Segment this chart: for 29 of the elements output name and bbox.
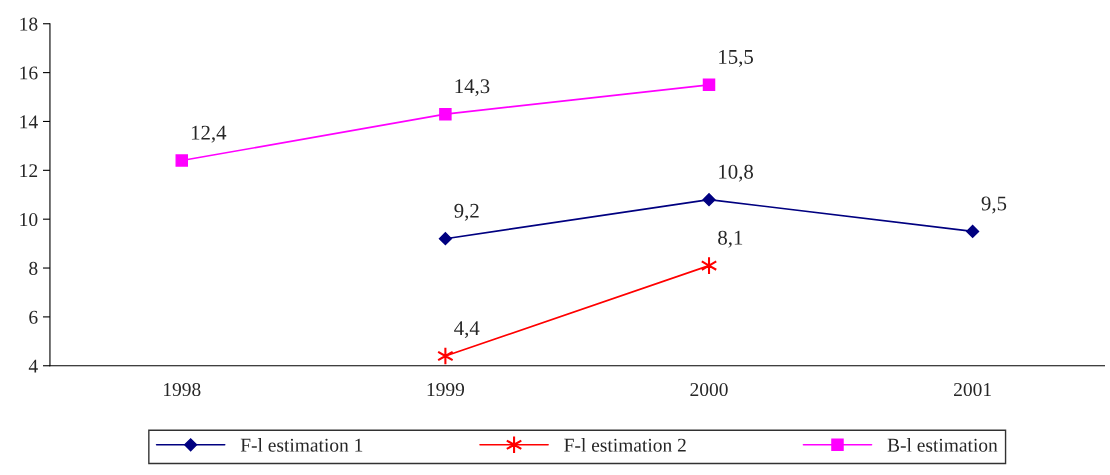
point (438, 232, 452, 246)
point (702, 78, 716, 92)
point (702, 193, 716, 207)
x-tick-label: 1999 (427, 383, 465, 397)
data-label: 14,3 (455, 79, 490, 97)
data-label: 8,1 (718, 230, 743, 248)
legend-label: F-l estimation 2 (564, 438, 686, 452)
x-tick-label: 2001 (954, 382, 991, 397)
y-tick-label: 14 (20, 115, 38, 129)
data-label: 10,8 (719, 164, 754, 182)
y-tick-label: 4 (28, 359, 38, 373)
data-label: 4,4 (454, 321, 480, 339)
x-tick-label: 2000 (690, 382, 728, 397)
legend-label: B-l estimation (887, 438, 998, 452)
y-tick-label: 18 (20, 17, 38, 31)
data-label: 9,2 (454, 203, 479, 221)
data-label: 9,5 (981, 196, 1007, 214)
data-label: 12,4 (191, 125, 227, 143)
x-tick-label: 1998 (164, 382, 201, 397)
point (175, 154, 189, 167)
point (439, 107, 452, 121)
legend-label: F-l estimation 1 (240, 438, 363, 452)
y-tick-label: 6 (29, 310, 38, 324)
data-label: 15,5 (719, 49, 753, 67)
y-tick-label: 8 (29, 261, 38, 275)
point (966, 224, 980, 238)
y-tick-label: 12 (20, 164, 38, 178)
y-tick-label: 10 (20, 212, 38, 227)
y-tick-label: 16 (20, 66, 38, 80)
